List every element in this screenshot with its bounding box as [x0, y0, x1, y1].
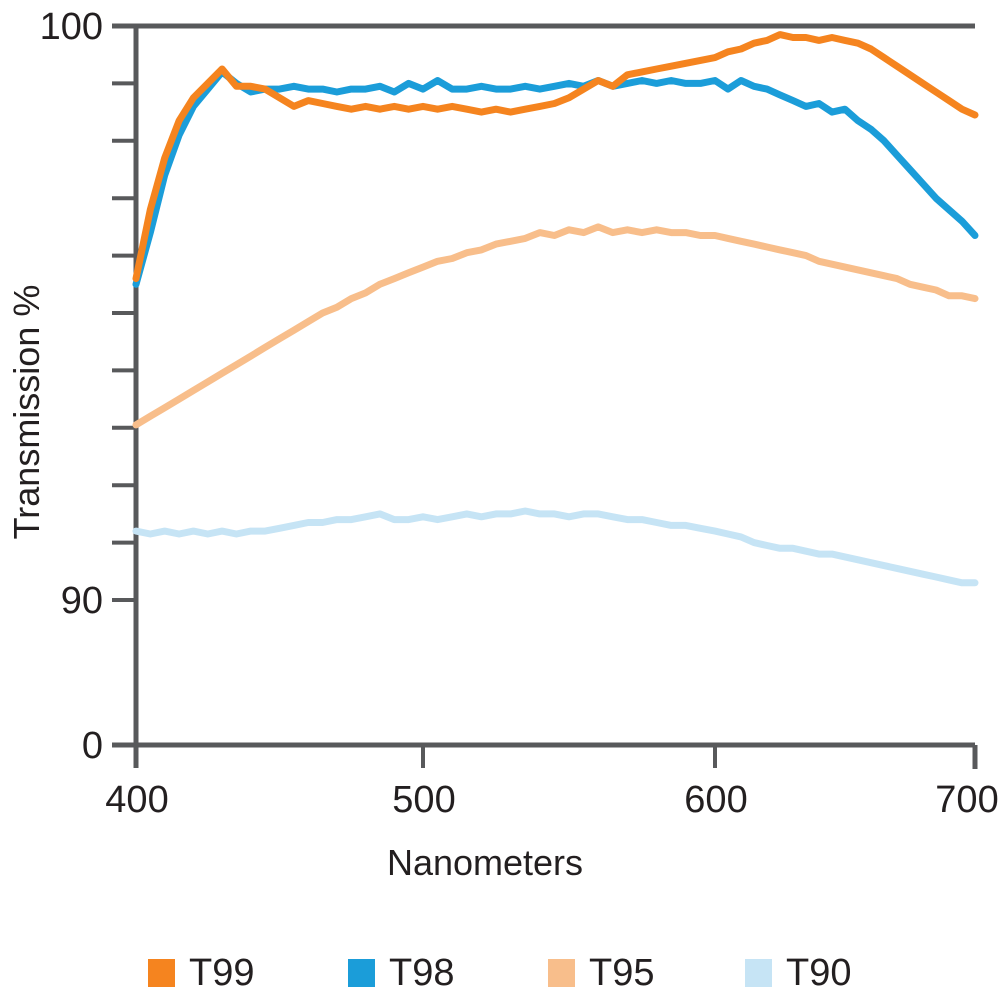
svg-text:700: 700: [935, 779, 998, 821]
svg-text:0: 0: [82, 725, 103, 767]
t90-swatch-icon: [745, 959, 772, 987]
svg-text:100: 100: [40, 6, 103, 48]
t98-swatch-icon: [348, 959, 375, 987]
legend-label-t95: T95: [589, 952, 655, 994]
t95-swatch-icon: [548, 959, 575, 987]
legend-item-t98: T98: [348, 952, 455, 994]
x-axis-label: Nanometers: [386, 842, 584, 883]
svg-text:400: 400: [105, 779, 168, 821]
legend: T99 T98 T95 T90: [0, 952, 1000, 996]
t99-swatch-icon: [148, 959, 175, 987]
svg-text:600: 600: [684, 779, 747, 821]
legend-item-t90: T90: [745, 952, 852, 994]
legend-label-t98: T98: [389, 952, 455, 994]
legend-label-t99: T99: [189, 952, 255, 994]
svg-text:500: 500: [392, 779, 455, 821]
legend-label-t90: T90: [786, 952, 852, 994]
y-axis-label: Transmission %: [6, 284, 47, 540]
legend-item-t95: T95: [548, 952, 655, 994]
svg-text:90: 90: [61, 580, 103, 622]
legend-item-t99: T99: [148, 952, 255, 994]
